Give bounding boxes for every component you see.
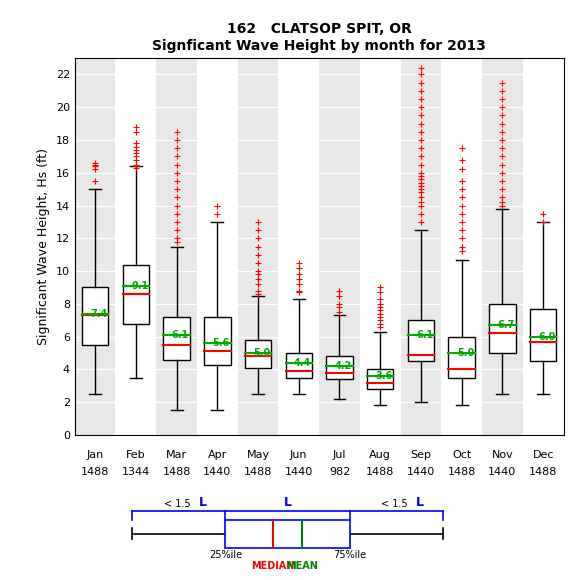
Text: MEDIAN: MEDIAN	[251, 560, 294, 571]
Text: Jun: Jun	[290, 450, 308, 459]
Bar	[319, 58, 360, 435]
Text: 1488: 1488	[529, 467, 557, 477]
Bar	[156, 58, 197, 435]
Text: 75%ile: 75%ile	[333, 550, 366, 560]
Bar	[360, 58, 401, 435]
Bar	[245, 340, 271, 368]
Bar	[204, 317, 231, 364]
Text: Jul: Jul	[333, 450, 346, 459]
Text: 1488: 1488	[366, 467, 394, 477]
Title: 162   CLATSOP SPIT, OR
Signficant Wave Height by month for 2013: 162 CLATSOP SPIT, OR Signficant Wave Hei…	[152, 23, 486, 53]
Text: L: L	[416, 496, 424, 509]
Text: 5.6: 5.6	[213, 338, 230, 348]
Text: Aug: Aug	[369, 450, 391, 459]
Bar	[408, 320, 434, 361]
Text: 6.1: 6.1	[172, 330, 189, 340]
Bar	[237, 58, 278, 435]
Bar	[448, 336, 475, 378]
Text: 7.4: 7.4	[90, 309, 108, 318]
Text: 1488: 1488	[81, 467, 109, 477]
Text: 1440: 1440	[407, 467, 435, 477]
Text: 1488: 1488	[162, 467, 191, 477]
Bar	[523, 58, 564, 435]
Bar	[82, 288, 108, 345]
Text: Nov: Nov	[492, 450, 513, 459]
Text: 1440: 1440	[203, 467, 231, 477]
Text: 6.7: 6.7	[497, 320, 515, 330]
Text: L: L	[283, 496, 292, 509]
Bar	[401, 58, 442, 435]
Bar	[326, 356, 352, 379]
Text: 5.0: 5.0	[457, 348, 474, 358]
Text: MEAN: MEAN	[286, 560, 319, 571]
Y-axis label: Significant Wave Height, Hs (ft): Significant Wave Height, Hs (ft)	[37, 148, 50, 345]
Text: May: May	[247, 450, 270, 459]
Text: Oct: Oct	[452, 450, 472, 459]
Bar	[482, 58, 523, 435]
Text: 3.6: 3.6	[375, 371, 393, 381]
Text: 5.0: 5.0	[253, 348, 270, 358]
Text: 4.4: 4.4	[294, 358, 311, 368]
Text: Feb: Feb	[126, 450, 145, 459]
Text: Dec: Dec	[532, 450, 554, 459]
Text: < 1.5: < 1.5	[164, 499, 194, 509]
Text: 4.2: 4.2	[335, 361, 352, 371]
Bar	[75, 58, 116, 435]
Bar	[442, 58, 482, 435]
Text: Jan: Jan	[86, 450, 104, 459]
Bar	[163, 317, 190, 360]
Text: 982: 982	[329, 467, 350, 477]
Bar	[197, 58, 237, 435]
Text: L: L	[199, 496, 207, 509]
Text: 25%ile: 25%ile	[209, 550, 242, 560]
Bar	[489, 304, 516, 353]
Bar	[367, 369, 393, 389]
Bar	[116, 58, 156, 435]
Text: 1488: 1488	[447, 467, 476, 477]
Text: Sep: Sep	[411, 450, 431, 459]
Text: 6.1: 6.1	[416, 330, 434, 340]
Text: 1440: 1440	[285, 467, 313, 477]
Text: 9.1: 9.1	[131, 281, 148, 291]
Text: 6.0: 6.0	[538, 332, 555, 342]
Text: Apr: Apr	[208, 450, 227, 459]
Bar	[122, 264, 149, 324]
Text: < 1.5: < 1.5	[381, 499, 411, 509]
Text: 1344: 1344	[122, 467, 150, 477]
Bar	[225, 520, 350, 548]
Bar	[278, 58, 319, 435]
Bar	[286, 353, 312, 378]
Text: Mar: Mar	[166, 450, 187, 459]
Text: 1488: 1488	[244, 467, 272, 477]
Bar	[530, 309, 557, 361]
Text: 1440: 1440	[488, 467, 516, 477]
